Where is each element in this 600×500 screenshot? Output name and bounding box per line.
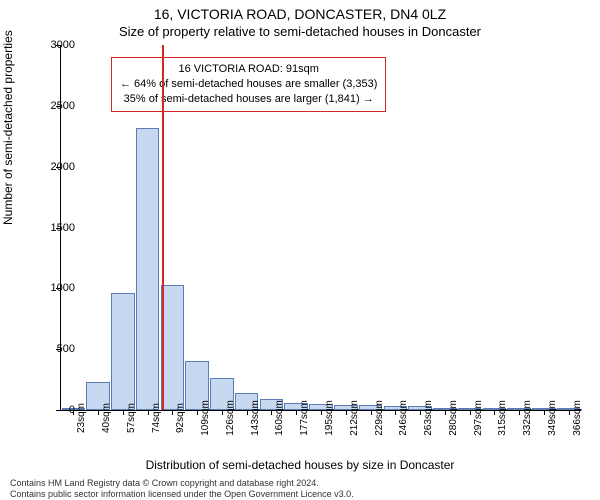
x-tick-label: 57sqm (126, 403, 137, 433)
x-tick-label: 263sqm (423, 400, 434, 436)
x-tick (371, 410, 372, 415)
x-tick-label: 366sqm (572, 400, 583, 436)
y-tick-label: 2500 (35, 100, 75, 112)
y-tick-label: 1500 (35, 222, 75, 234)
y-tick-label: 3000 (35, 39, 75, 51)
x-tick-label: 349sqm (547, 400, 558, 436)
info-line-1: 16 VICTORIA ROAD: 91sqm (120, 62, 377, 77)
x-tick-label: 40sqm (101, 403, 112, 433)
y-tick-label: 0 (35, 404, 75, 416)
x-tick-label: 315sqm (497, 400, 508, 436)
x-tick (420, 410, 421, 415)
y-axis-label: Number of semi-detached properties (1, 30, 15, 225)
footer-line-1: Contains HM Land Registry data © Crown c… (10, 478, 354, 489)
y-tick-label: 1000 (35, 282, 75, 294)
x-tick (519, 410, 520, 415)
plot-area: 16 VICTORIA ROAD: 91sqm ← 64% of semi-de… (60, 45, 581, 411)
x-tick (445, 410, 446, 415)
y-tick-label: 500 (35, 343, 75, 355)
x-tick (123, 410, 124, 415)
x-tick-label: 92sqm (175, 403, 186, 433)
x-tick (544, 410, 545, 415)
x-tick (148, 410, 149, 415)
chart-title-sub: Size of property relative to semi-detach… (0, 24, 600, 39)
x-axis-label: Distribution of semi-detached houses by … (0, 458, 600, 472)
x-tick-label: 195sqm (324, 400, 335, 436)
x-tick (470, 410, 471, 415)
x-tick (395, 410, 396, 415)
x-tick-label: 126sqm (225, 400, 236, 436)
info-line-3: 35% of semi-detached houses are larger (… (120, 92, 377, 107)
x-tick (222, 410, 223, 415)
x-tick-label: 280sqm (448, 400, 459, 436)
footer-text: Contains HM Land Registry data © Crown c… (10, 478, 354, 500)
histogram-bar (111, 293, 135, 410)
x-tick-label: 160sqm (274, 400, 285, 436)
x-tick (321, 410, 322, 415)
x-tick (494, 410, 495, 415)
x-tick-label: 23sqm (76, 403, 87, 433)
x-tick-label: 332sqm (522, 400, 533, 436)
footer-line-2: Contains public sector information licen… (10, 489, 354, 500)
histogram-bar (136, 128, 160, 410)
chart-title-main: 16, VICTORIA ROAD, DONCASTER, DN4 0LZ (0, 6, 600, 22)
x-tick (346, 410, 347, 415)
info-box: 16 VICTORIA ROAD: 91sqm ← 64% of semi-de… (111, 57, 386, 112)
x-tick (172, 410, 173, 415)
info-line-2: ← 64% of semi-detached houses are smalle… (120, 77, 377, 92)
x-tick-label: 297sqm (473, 400, 484, 436)
y-tick-label: 2000 (35, 161, 75, 173)
x-tick-label: 246sqm (398, 400, 409, 436)
property-marker-line (162, 45, 164, 410)
x-tick-label: 212sqm (349, 400, 360, 436)
x-tick (271, 410, 272, 415)
x-tick-label: 229sqm (374, 400, 385, 436)
x-tick (247, 410, 248, 415)
x-tick (98, 410, 99, 415)
x-tick-label: 177sqm (299, 400, 310, 436)
x-tick-label: 74sqm (151, 403, 162, 433)
x-tick-label: 143sqm (250, 400, 261, 436)
x-tick-label: 109sqm (200, 400, 211, 436)
chart-container: 16, VICTORIA ROAD, DONCASTER, DN4 0LZ Si… (0, 0, 600, 500)
x-tick (296, 410, 297, 415)
x-tick (569, 410, 570, 415)
x-tick (197, 410, 198, 415)
